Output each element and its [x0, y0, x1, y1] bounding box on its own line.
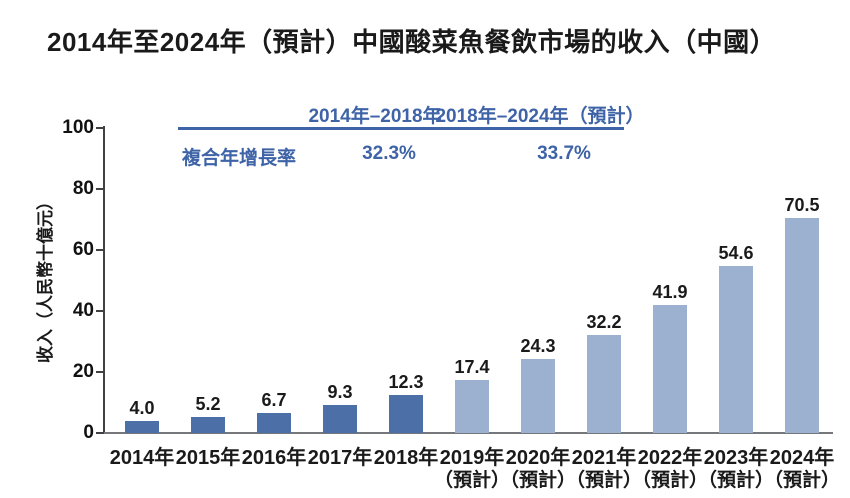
bar-2017年	[323, 404, 357, 433]
x-tick-sublabel: （預計）	[499, 470, 576, 491]
bar-2024年	[785, 217, 819, 433]
bar-value-label: 9.3	[327, 381, 353, 402]
x-tick-sublabel: （預計）	[763, 470, 840, 491]
bar-2021年	[587, 334, 621, 433]
x-tick-label: 2018年	[373, 447, 439, 469]
y-tick-label: 100	[62, 117, 94, 138]
x-tick-label: 2017年	[307, 447, 373, 469]
y-axis-line	[103, 126, 105, 434]
cagr-divider-line	[178, 127, 624, 130]
y-axis-title: 收入（人民幣十億元）	[36, 193, 55, 363]
bar-2018年	[389, 395, 423, 433]
cagr-value-2: 33.7%	[537, 143, 591, 164]
cagr-period-1-label: 2014年–2018年	[308, 106, 442, 127]
bar-value-label: 70.5	[784, 194, 820, 215]
bar-value-label: 12.3	[388, 372, 424, 393]
bar-value-label: 32.2	[586, 311, 622, 332]
x-tick-label: 2015年	[175, 447, 241, 469]
chart-title: 2014年至2024年（預計）中國酸菜魚餐飲市場的收入（中國）	[47, 27, 777, 57]
bar-2020年	[521, 358, 555, 433]
x-tick-sublabel: （預計）	[433, 470, 510, 491]
x-tick-label: 2016年	[241, 447, 307, 469]
cagr-row-label: 複合年增長率	[182, 148, 297, 169]
bar-2019年	[455, 379, 489, 433]
x-tick-label: 2024年	[769, 447, 835, 469]
y-tick-mark	[96, 127, 104, 129]
y-tick-mark	[96, 249, 104, 251]
bar-value-label: 5.2	[195, 394, 221, 415]
bar-2016年	[257, 412, 291, 433]
bar-2022年	[653, 305, 687, 433]
y-tick-mark	[96, 371, 104, 373]
y-tick-label: 60	[72, 239, 94, 260]
bar-value-label: 6.7	[261, 389, 287, 410]
x-tick-label: 2022年	[637, 447, 703, 469]
bar-value-label: 17.4	[454, 356, 490, 377]
cagr-value-1: 32.3%	[362, 143, 416, 164]
bar-value-label: 54.6	[718, 243, 754, 264]
y-tick-label: 40	[72, 300, 94, 321]
x-tick-label: 2020年	[505, 447, 571, 469]
x-axis-line	[103, 432, 833, 434]
y-tick-mark	[96, 310, 104, 312]
y-tick-label: 20	[72, 361, 94, 382]
y-tick-label: 80	[72, 178, 94, 199]
y-tick-mark	[96, 432, 104, 434]
bar-value-label: 41.9	[652, 282, 688, 303]
cagr-period-2-label: 2018年–2024年（預計）	[435, 106, 645, 127]
bar-value-label: 24.3	[520, 335, 556, 356]
x-tick-label: 2021年	[571, 447, 637, 469]
x-tick-label: 2014年	[109, 447, 175, 469]
bar-value-label: 4.0	[129, 397, 155, 418]
x-tick-sublabel: （預計）	[697, 470, 774, 491]
bar-2014年	[125, 420, 159, 433]
x-tick-label: 2019年	[439, 447, 505, 469]
x-tick-sublabel: （預計）	[631, 470, 708, 491]
bar-2023年	[719, 266, 753, 433]
y-tick-mark	[96, 188, 104, 190]
y-tick-label: 0	[83, 422, 94, 443]
x-tick-label: 2023年	[703, 447, 769, 469]
x-tick-sublabel: （預計）	[565, 470, 642, 491]
bar-2015年	[191, 417, 225, 433]
